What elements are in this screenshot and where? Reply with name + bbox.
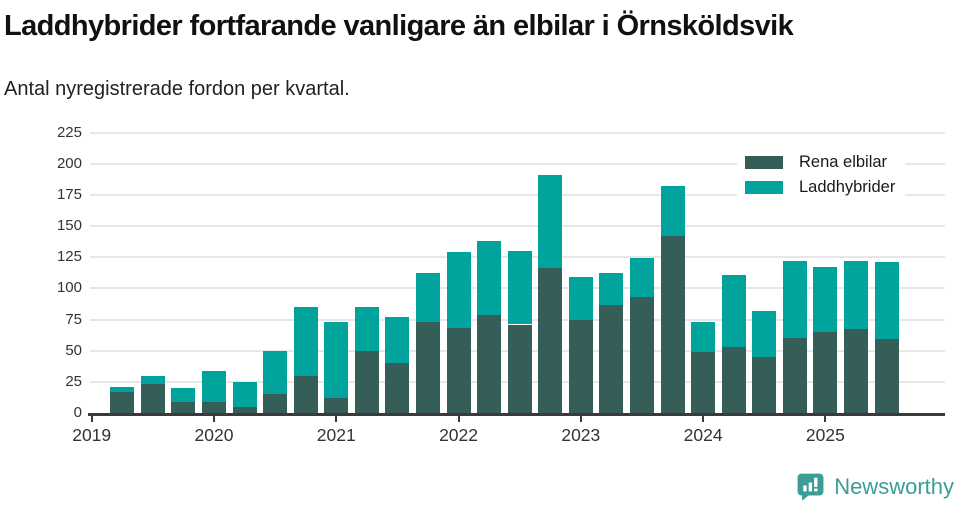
legend-item-laddhybrider: Laddhybrider: [745, 175, 895, 200]
bar-2021Q2-rena-elbilar: [354, 350, 379, 413]
gridline-y-175: [90, 193, 945, 196]
bar-2019Q3-rena-elbilar: [140, 384, 165, 413]
x-axis-tick-2019: [90, 415, 93, 422]
gridline-y-150: [90, 225, 945, 228]
legend-swatch-dark-icon: [745, 156, 783, 169]
bar-2022Q3-laddhybrider: [507, 250, 532, 325]
newsworthy-branding: Newsworthy: [795, 471, 954, 502]
legend-label: Laddhybrider: [799, 178, 896, 196]
x-axis-label-2021: 2021: [316, 425, 356, 445]
bar-2022Q2-laddhybrider: [477, 240, 502, 315]
x-axis-label-2020: 2020: [194, 425, 234, 445]
bar-2025Q2-laddhybrider: [843, 260, 868, 330]
bar-2019Q2-rena-elbilar: [110, 391, 135, 413]
bar-2019Q2-laddhybrider: [110, 386, 135, 392]
bar-2024Q1-laddhybrider: [691, 322, 716, 352]
legend-item-rena-elbilar: Rena elbilar: [745, 150, 895, 175]
y-axis-label-125: 125: [56, 248, 82, 266]
newsworthy-brand-name: Newsworthy: [834, 473, 954, 499]
bar-2020Q1-laddhybrider: [201, 370, 226, 402]
x-axis-line: [88, 413, 945, 416]
x-axis-label-2025: 2025: [805, 425, 845, 445]
bar-2022Q1-rena-elbilar: [446, 328, 471, 413]
bar-2020Q2-rena-elbilar: [232, 406, 257, 413]
bar-2024Q4-laddhybrider: [782, 260, 807, 339]
x-axis-tick-2023: [579, 415, 582, 422]
bar-2019Q4-rena-elbilar: [171, 401, 196, 413]
legend-swatch-teal-icon: [745, 181, 783, 194]
legend-label: Rena elbilar: [799, 153, 888, 171]
bar-2020Q4-laddhybrider: [293, 307, 318, 376]
x-axis-label-2019: 2019: [72, 425, 112, 445]
bar-2023Q1-laddhybrider: [568, 277, 593, 320]
bar-2020Q1-rena-elbilar: [201, 401, 226, 413]
bar-2022Q2-rena-elbilar: [477, 314, 502, 413]
chart-subtitle: Antal nyregistrerade fordon per kvartal.: [4, 78, 350, 100]
bar-2024Q4-rena-elbilar: [782, 338, 807, 413]
bar-2019Q4-laddhybrider: [171, 388, 196, 402]
bar-2023Q2-rena-elbilar: [599, 304, 624, 413]
bar-2021Q4-rena-elbilar: [415, 322, 440, 413]
bar-2021Q3-rena-elbilar: [385, 363, 410, 413]
bar-2024Q3-laddhybrider: [752, 310, 777, 357]
bar-2021Q4-laddhybrider: [415, 273, 440, 322]
y-axis-label-200: 200: [56, 154, 82, 172]
bar-2020Q2-laddhybrider: [232, 381, 257, 407]
y-axis-label-150: 150: [56, 217, 82, 235]
bar-2020Q3-laddhybrider: [263, 350, 288, 395]
bar-2021Q3-laddhybrider: [385, 317, 410, 364]
bar-2021Q2-laddhybrider: [354, 307, 379, 351]
newsworthy-logo-icon: [797, 473, 824, 501]
bar-2022Q1-laddhybrider: [446, 252, 471, 329]
bar-2023Q3-rena-elbilar: [629, 297, 654, 413]
x-axis-tick-2021: [335, 415, 338, 422]
y-axis-label-100: 100: [56, 279, 82, 297]
bar-2022Q3-rena-elbilar: [507, 324, 532, 413]
gridline-y-225: [90, 131, 945, 134]
x-axis-label-2023: 2023: [561, 425, 601, 445]
y-axis-label-75: 75: [65, 310, 82, 328]
bar-2022Q4-laddhybrider: [538, 174, 563, 269]
x-axis-label-2022: 2022: [439, 425, 478, 445]
x-axis-tick-2024: [702, 415, 705, 422]
bar-2020Q3-rena-elbilar: [263, 394, 288, 413]
bar-2024Q3-rena-elbilar: [752, 356, 777, 413]
y-axis-label-50: 50: [65, 341, 82, 359]
bar-2025Q1-laddhybrider: [813, 267, 838, 332]
bar-2024Q2-laddhybrider: [721, 274, 746, 347]
bar-2023Q4-laddhybrider: [660, 186, 685, 236]
bar-2023Q1-rena-elbilar: [568, 319, 593, 413]
chart-legend: Rena elbilar Laddhybrider: [737, 145, 906, 205]
bar-2023Q3-laddhybrider: [629, 258, 654, 298]
bar-2023Q4-rena-elbilar: [660, 236, 685, 413]
x-axis-tick-2025: [824, 415, 827, 422]
x-axis-tick-2020: [212, 415, 215, 422]
gridline-y-200: [90, 162, 945, 165]
x-axis-label-2024: 2024: [683, 425, 723, 445]
y-axis-label-25: 25: [65, 372, 82, 390]
bar-2024Q1-rena-elbilar: [691, 351, 716, 413]
y-axis-label-175: 175: [56, 185, 82, 203]
bar-2019Q3-laddhybrider: [140, 375, 165, 385]
bar-2023Q2-laddhybrider: [599, 273, 624, 305]
bar-2020Q4-rena-elbilar: [293, 375, 318, 413]
bar-2021Q1-laddhybrider: [324, 322, 349, 399]
bar-2025Q3-rena-elbilar: [874, 339, 899, 413]
bar-2022Q4-rena-elbilar: [538, 268, 563, 413]
bar-2025Q1-rena-elbilar: [813, 331, 838, 413]
bar-2025Q2-rena-elbilar: [843, 329, 868, 413]
x-axis-tick-2022: [457, 415, 460, 422]
y-axis-label-0: 0: [73, 404, 82, 421]
bar-2024Q2-rena-elbilar: [721, 346, 746, 413]
bar-2025Q3-laddhybrider: [874, 262, 899, 340]
chart-title: Laddhybrider fortfarande vanligare än el…: [4, 10, 794, 42]
bar-2021Q1-rena-elbilar: [324, 398, 349, 413]
y-axis-label-225: 225: [56, 123, 82, 141]
